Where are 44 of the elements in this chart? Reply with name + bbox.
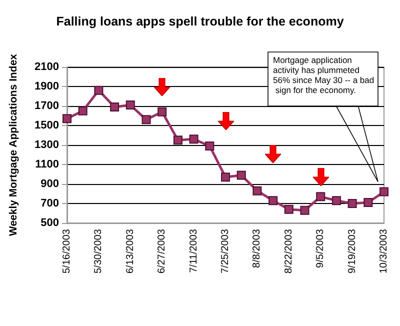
point [252, 186, 262, 196]
y-tick-label: 700 [40, 198, 59, 210]
x-tick-label: 9/5/2003 [315, 228, 326, 268]
point [284, 204, 294, 214]
point [300, 206, 310, 215]
point [142, 115, 151, 124]
x-tick-label: 8/22/2003 [283, 228, 294, 274]
point [173, 136, 182, 145]
point [236, 170, 246, 180]
y-tick-label: 1700 [34, 100, 59, 112]
x-tick-label: 9/19/2003 [346, 228, 358, 274]
x-tick-label: 7/25/2003 [220, 228, 231, 274]
point [62, 114, 72, 124]
x-tick-label: 8/8/2003 [252, 228, 263, 268]
y-tick-label: 2100 [34, 61, 59, 73]
point [380, 187, 388, 196]
y-tick-label: 1300 [34, 139, 59, 151]
point [126, 100, 135, 110]
point [332, 196, 341, 206]
y-tick-label: 1900 [34, 80, 59, 92]
point [110, 102, 120, 112]
point [205, 141, 214, 150]
x-tick-label: 10/3/2003 [378, 228, 390, 274]
point [348, 199, 357, 208]
x-tick-label: 5/30/2003 [93, 228, 104, 274]
point [221, 172, 230, 182]
x-tick-label: 7/11/2003 [188, 228, 200, 273]
x-tick-label: 6/27/2003 [156, 228, 168, 274]
x-tick-label: 5/16/2003 [62, 228, 72, 274]
x-tick-label: 6/13/2003 [124, 228, 136, 274]
point [364, 198, 373, 208]
point [189, 134, 198, 144]
y-axis-title: Weekly Mortgage Applications Index [8, 54, 20, 236]
point [94, 86, 104, 95]
y-tick-label: 1100 [35, 158, 59, 170]
y-tick-label: 1500 [34, 120, 59, 132]
point [78, 106, 88, 116]
point [268, 196, 278, 206]
chart-title: Falling loans apps spell trouble for the economy [56, 14, 344, 28]
y-tick-label: 900 [40, 178, 59, 190]
annotation: Mortgage application activity has plummeted 56% since May 30 -- a bad sign for the economy. [273, 55, 374, 95]
point [316, 192, 326, 202]
y-tick-label: 500 [40, 217, 59, 229]
point [158, 107, 167, 116]
